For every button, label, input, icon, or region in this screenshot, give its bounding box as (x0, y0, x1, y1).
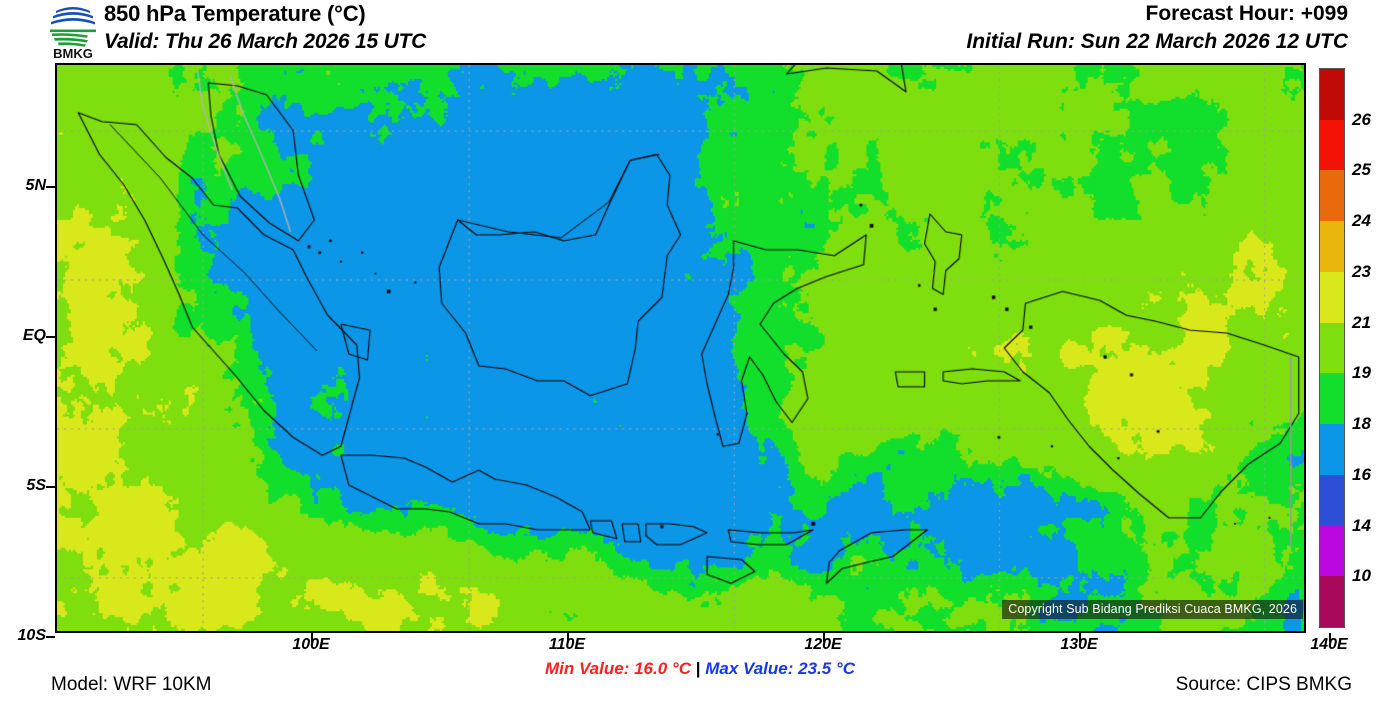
x-axis-tick-label: 120E (804, 636, 842, 653)
x-axis-tick-label: 140E (1310, 636, 1348, 653)
colorbar-tick-label: 14 (1352, 515, 1371, 535)
colorbar-band (1320, 576, 1344, 627)
min-max-values: Min Value: 16.0 °C | Max Value: 23.5 °C (0, 659, 1400, 679)
y-axis-tick-mark (46, 336, 55, 338)
copyright-watermark: Copyright Sub Bidang Prediksi Cuaca BMKG… (1002, 600, 1303, 619)
forecast-map[interactable]: Copyright Sub Bidang Prediksi Cuaca BMKG… (55, 63, 1306, 633)
colorbar-band (1320, 170, 1344, 222)
logo-text: BMKG (53, 46, 93, 61)
min-value-label: Min Value: 16.0 °C (544, 659, 691, 678)
colorbar-tick-label: 18 (1352, 414, 1371, 434)
x-axis-tick-label: 110E (548, 636, 586, 653)
y-axis-tick-mark (46, 186, 55, 188)
colorbar-tick-label: 19 (1352, 363, 1371, 383)
colorbar-band (1320, 221, 1344, 272)
y-axis-tick-mark (46, 636, 55, 638)
page-title: 850 hPa Temperature (°C) (104, 1, 366, 26)
title-block: 850 hPa Temperature (°C) Valid: Thu 26 M… (104, 0, 426, 56)
colorbar-tick-label: 10 (1352, 566, 1371, 586)
model-label: Model: WRF 10KM (51, 674, 212, 695)
colorbar-band (1320, 424, 1344, 475)
x-axis-tick-mark (823, 633, 825, 642)
x-axis-tick-mark (311, 633, 313, 642)
temperature-field-canvas (57, 65, 1304, 631)
y-axis-tick-label: EQ (22, 327, 46, 344)
y-axis-tick-mark (46, 486, 55, 488)
x-axis-tick-mark (567, 633, 569, 642)
x-axis-tick-mark (1329, 633, 1331, 642)
y-axis-tick-label: 10S (17, 627, 46, 644)
y-axis-tick-label: 5N (25, 177, 46, 194)
colorbar (1319, 68, 1345, 628)
colorbar-tick-label: 21 (1352, 312, 1371, 332)
source-label: Source: CIPS BMKG (1175, 674, 1352, 695)
colorbar-tick-label: 25 (1352, 160, 1371, 180)
colorbar-band (1320, 322, 1344, 374)
x-axis-tick-label: 100E (292, 636, 330, 653)
x-axis-tick-label: 130E (1060, 636, 1098, 653)
colorbar-tick-label: 26 (1352, 109, 1371, 129)
colorbar-tick-label: 16 (1352, 464, 1371, 484)
header-right-block: Forecast Hour: +099 Initial Run: Sun 22 … (966, 0, 1348, 56)
forecast-hour-label: Forecast Hour: +099 (1145, 2, 1349, 25)
colorbar-tick-label: 24 (1352, 211, 1371, 231)
header: BMKG 850 hPa Temperature (°C) Valid: Thu… (0, 0, 1400, 62)
colorbar-band (1320, 373, 1344, 425)
y-axis-tick-label: 5S (26, 477, 46, 494)
max-value-label: Max Value: 23.5 °C (705, 659, 856, 678)
bmkg-logo: BMKG (42, 1, 104, 61)
colorbar-band (1320, 119, 1344, 171)
valid-time-label: Valid: Thu 26 March 2026 15 UTC (104, 30, 427, 53)
colorbar-band (1320, 69, 1344, 120)
colorbar-band (1320, 271, 1344, 323)
colorbar-band (1320, 474, 1344, 526)
minmax-separator: | (695, 659, 701, 678)
colorbar-tick-label: 23 (1352, 261, 1371, 281)
initial-run-label: Initial Run: Sun 22 March 2026 12 UTC (966, 30, 1348, 53)
x-axis-tick-mark (1079, 633, 1081, 642)
colorbar-band (1320, 525, 1344, 577)
